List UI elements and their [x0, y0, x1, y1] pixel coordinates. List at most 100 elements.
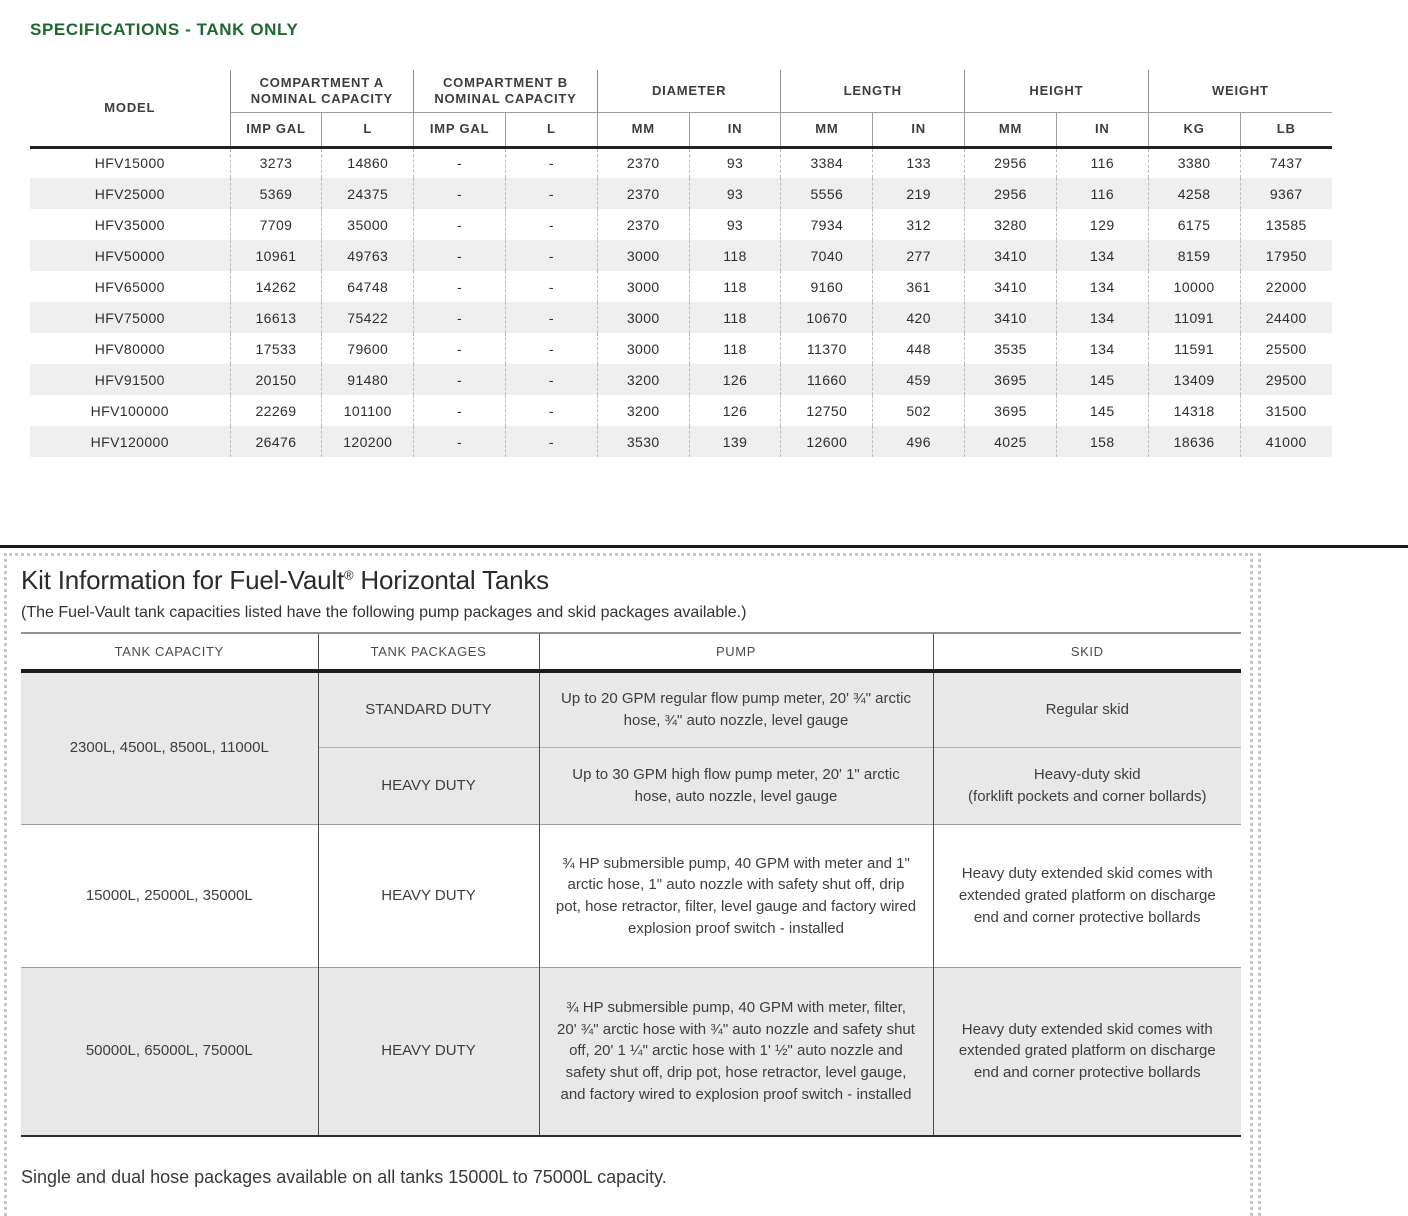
- tank-spec-table-body: HFV15000 3273 14860- -2370 93 3384 133 2956 116 3…: [30, 147, 1332, 457]
- spec-cell-value: 79600: [321, 333, 414, 364]
- spec-cell-value: 3695: [964, 395, 1057, 426]
- spec-cell-value: 14318: [1147, 395, 1241, 426]
- spec-table-row: HFV15000 3273 14860- -2370 93 3384 133 2956 116 3…: [30, 147, 1332, 178]
- spec-cell-value: 11660: [780, 364, 873, 395]
- spec-cell-value: 22000: [1239, 271, 1332, 302]
- spec-cell-value: 133: [872, 147, 965, 178]
- spec-cell-value: 24375: [321, 178, 414, 209]
- spec-cell-value: 93: [688, 209, 781, 240]
- spec-cell-value: 134: [1055, 240, 1149, 271]
- spec-sub-header: LB: [1239, 112, 1332, 149]
- spec-cell-value: 9160: [780, 271, 873, 302]
- spec-cell-value: 7437: [1239, 147, 1332, 178]
- spec-cell-value: 13409: [1147, 364, 1241, 395]
- spec-cell-model: HFV25000: [94, 185, 165, 202]
- spec-cell-value: 3273: [229, 147, 322, 178]
- spec-group-header-row: MODEL COMPARTMENT A NOMINAL CAPACITY COMP…: [30, 70, 1332, 149]
- spec-cell-model: HFV15000: [94, 155, 165, 172]
- spec-cell-value: 75422: [321, 302, 414, 333]
- kit-cell-pump: ¾ HP submersible pump, 40 GPM with meter…: [538, 824, 933, 968]
- spec-cell-value: 120200: [321, 426, 414, 457]
- kit-table-row: 2300L, 4500L, 8500L, 11000L STANDARD DUTY…: [21, 670, 1241, 825]
- spec-cell-value: -: [504, 147, 598, 178]
- spec-cell-value: 277: [872, 240, 965, 271]
- spec-cell-value: 8159: [1147, 240, 1241, 271]
- spec-cell-value: 16613: [229, 302, 322, 333]
- tank-spec-table-header: MODEL COMPARTMENT A NOMINAL CAPACITY COMP…: [30, 70, 1332, 149]
- spec-cell-value: -: [413, 395, 506, 426]
- kit-info-panel: Kit Information for Fuel-Vault® Horizont…: [4, 553, 1253, 1216]
- spec-cell-value: 31500: [1239, 395, 1332, 426]
- spec-cell-value: 3410: [964, 271, 1057, 302]
- spec-cell-value: 116: [1055, 178, 1149, 209]
- spec-cell-value: 7040: [780, 240, 873, 271]
- spec-table-row: HFV100000 22269 101100- -3200 126 12750 502 369…: [30, 395, 1332, 426]
- spec-cell-value: 118: [688, 240, 781, 271]
- spec-cell-value: 14262: [229, 271, 322, 302]
- spec-cell-value: 4025: [964, 426, 1057, 457]
- spec-cell-value: 101100: [321, 395, 414, 426]
- kit-cell-tank-package: HEAVY DUTY: [317, 967, 539, 1136]
- spec-cell-value: 9367: [1239, 178, 1332, 209]
- spec-cell-value: 145: [1055, 364, 1149, 395]
- kit-cell-tank-capacity: 15000L, 25000L, 35000L: [21, 824, 318, 968]
- spec-table-row: HFV120000 26476 120200- -3530 139 12600 496 402…: [30, 426, 1332, 457]
- spec-cell-value: 17533: [229, 333, 322, 364]
- spec-cell-value: 5369: [229, 178, 322, 209]
- spec-cell-value: -: [504, 364, 598, 395]
- kit-cell-pump: ¾ HP submersible pump, 40 GPM with meter…: [538, 967, 933, 1136]
- spec-cell-value: 26476: [229, 426, 322, 457]
- spec-cell-model: HFV65000: [94, 278, 165, 295]
- spec-cell-model: HFV100000: [90, 402, 169, 419]
- kit-cell-skid: Heavy-duty skid (forklift pockets and co…: [932, 747, 1241, 825]
- spec-cell-value: 29500: [1239, 364, 1332, 395]
- spec-sub-header: MM: [596, 112, 690, 149]
- spec-cell-value: 134: [1055, 302, 1149, 333]
- spec-cell-value: 5556: [780, 178, 873, 209]
- spec-cell-value: 139: [688, 426, 781, 457]
- kit-header-skid: SKID: [932, 631, 1241, 673]
- kit-cell-tank-capacity: 50000L, 65000L, 75000L: [21, 967, 318, 1136]
- kit-table-row: HEAVY DUTY Up to 30 GPM high flow pump me…: [21, 747, 1241, 825]
- tank-spec-table: MODEL COMPARTMENT A NOMINAL CAPACITY COMP…: [30, 70, 1332, 457]
- spec-cell-value: -: [504, 395, 598, 426]
- spec-cell-model: HFV35000: [94, 216, 165, 233]
- spec-cell-value: 448: [872, 333, 965, 364]
- spec-cell-value: 361: [872, 271, 965, 302]
- spec-cell-value: -: [413, 209, 506, 240]
- spec-cell-value: -: [504, 240, 598, 271]
- spec-cell-value: 93: [688, 178, 781, 209]
- spec-table-row: HFV50000 10961 49763- -3000 118 7040 277 3410 13…: [30, 240, 1332, 271]
- spec-cell-value: 17950: [1239, 240, 1332, 271]
- spec-cell-value: 118: [688, 302, 781, 333]
- spec-cell-value: 13585: [1239, 209, 1332, 240]
- spec-table-row: HFV91500 20150 91480- -3200 126 11660 459 3695 1…: [30, 364, 1332, 395]
- spec-cell-value: 64748: [321, 271, 414, 302]
- spec-cell-model: HFV50000: [94, 247, 165, 264]
- kit-cell-pump: Up to 30 GPM high flow pump meter, 20' 1…: [538, 747, 933, 825]
- kit-table-row: 50000L, 65000L, 75000L HEAVY DUTY ¾ HP sub…: [21, 967, 1241, 1136]
- spec-sub-header: IMP GAL: [413, 112, 506, 149]
- spec-cell-value: 2370: [596, 209, 690, 240]
- spec-cell-value: 3200: [596, 364, 690, 395]
- spec-cell-model: HFV75000: [94, 309, 165, 326]
- kit-header-tank-capacity: TANK CAPACITY: [21, 631, 318, 673]
- spec-group-header: WEIGHT: [1147, 70, 1332, 113]
- spec-cell-value: 126: [688, 395, 781, 426]
- spec-cell-value: 7709: [229, 209, 322, 240]
- spec-cell-value: 3384: [780, 147, 873, 178]
- spec-cell-value: -: [504, 333, 598, 364]
- spec-cell-value: 3000: [596, 302, 690, 333]
- spec-sub-header: MM: [964, 112, 1057, 149]
- spec-cell-value: 12600: [780, 426, 873, 457]
- spec-cell-value: 145: [1055, 395, 1149, 426]
- spec-cell-value: 12750: [780, 395, 873, 426]
- spec-cell-model: HFV91500: [94, 371, 165, 388]
- spec-cell-value: 459: [872, 364, 965, 395]
- spec-cell-value: -: [504, 209, 598, 240]
- kit-section-top-rule: [0, 545, 1408, 548]
- kit-cell-tank-package: HEAVY DUTY: [317, 747, 539, 825]
- spec-group-header: COMPARTMENT A NOMINAL CAPACITY: [229, 70, 414, 113]
- kit-table-row: 15000L, 25000L, 35000L HEAVY DUTY ¾ HP sub…: [21, 824, 1241, 968]
- spec-sub-header: IMP GAL: [229, 112, 322, 149]
